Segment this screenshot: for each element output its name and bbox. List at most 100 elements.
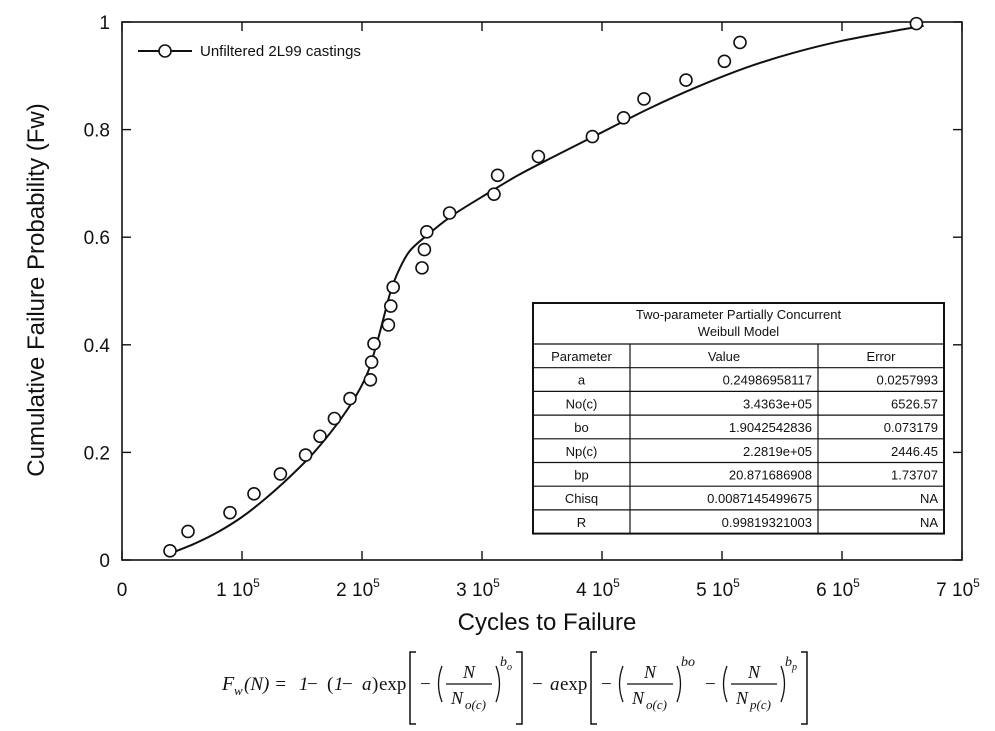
data-point: [381, 318, 396, 332]
table-value-cell: 20.871686908: [729, 468, 812, 483]
data-point: [616, 110, 631, 125]
data-point: [364, 355, 379, 369]
fraction-numerator: N: [462, 662, 476, 682]
formula-exp: exp: [379, 674, 406, 695]
legend-marker: [158, 44, 172, 58]
parameter-table: Two-parameter Partially Concurrent Weibul…: [532, 302, 945, 535]
x-tick-label: 6 105: [816, 576, 860, 601]
table-border: [532, 302, 945, 535]
data-point: [298, 448, 313, 462]
y-tick-label: 0.8: [84, 121, 110, 142]
formula-minus: −: [342, 674, 353, 695]
table-error-cell: NA: [920, 515, 938, 530]
bracket-left: [409, 651, 416, 725]
table-param-cell: Np(c): [566, 444, 598, 459]
formula-one: 1: [299, 674, 309, 695]
x-tick-exponent: 5: [493, 576, 500, 590]
formula-lhs: F: [221, 673, 235, 695]
data-point: [909, 16, 924, 31]
fraction-denominator: N: [735, 688, 749, 708]
data-point: [273, 467, 288, 481]
x-tick-mantissa: 4 10: [576, 580, 613, 601]
x-tick-label: 3 105: [456, 576, 500, 601]
data-point: [383, 299, 398, 313]
x-tick-label: 7 105: [936, 576, 980, 601]
table-param-cell: bo: [574, 420, 588, 435]
paren-left: [618, 665, 624, 703]
data-point: [419, 225, 434, 239]
x-tick-exponent: 5: [853, 576, 860, 590]
table-value-cell: 2.2819e+05: [743, 444, 812, 459]
table-header-cell: Error: [867, 349, 897, 364]
x-tick-exponent: 5: [613, 576, 620, 590]
bracket-right: [516, 651, 523, 725]
formula-exponent-b: b: [785, 655, 792, 670]
y-tick-label: 0: [99, 551, 110, 572]
data-point: [733, 35, 747, 50]
paren-right: [676, 665, 682, 703]
y-tick-label: 0.2: [84, 443, 110, 464]
formula-neg: −: [420, 674, 431, 695]
legend-label: Unfiltered 2L99 castings: [200, 43, 361, 60]
formula-exponent-sub: o: [507, 662, 512, 673]
fraction-denominator-sub: o(c): [465, 697, 486, 712]
x-tick-mantissa: 3 10: [456, 580, 493, 601]
x-tick-mantissa: 7 10: [936, 580, 973, 601]
x-tick-label: 0: [117, 580, 128, 601]
data-point: [417, 242, 432, 257]
data-point: [163, 544, 177, 558]
x-tick-label: 2 105: [336, 576, 380, 601]
formula-minus: −: [307, 674, 318, 695]
y-axis-title: Cumulative Failure Probability (Fw): [23, 103, 50, 476]
formula-one: 1: [334, 674, 344, 695]
data-point: [487, 187, 501, 201]
formula-neg: −: [601, 674, 612, 695]
y-tick-label: 1: [99, 13, 110, 34]
data-point: [490, 168, 505, 183]
table-param-cell: Chisq: [565, 491, 598, 506]
x-tick-exponent: 5: [733, 576, 740, 590]
x-tick-mantissa: 6 10: [816, 580, 853, 601]
data-point: [637, 92, 651, 106]
table-value-cell: 1.9042542836: [729, 420, 812, 435]
table-title-line1: Two-parameter Partially Concurrent: [636, 307, 842, 322]
data-point: [343, 391, 357, 406]
table-header-cell: Parameter: [551, 349, 612, 364]
weibull-fit-curve: [169, 24, 924, 555]
data-point: [415, 261, 429, 275]
x-tick-exponent: 5: [253, 576, 260, 590]
fraction-denominator: N: [631, 688, 645, 708]
data-point: [679, 73, 693, 87]
table-error-cell: 2446.45: [891, 444, 938, 459]
data-point: [585, 129, 600, 144]
data-point: [717, 54, 732, 69]
paren-right: [495, 665, 501, 703]
table-value-cell: 0.99819321003: [722, 515, 812, 530]
x-tick-exponent: 5: [973, 576, 980, 590]
formula-exponent-sub: p: [791, 662, 797, 673]
formula-paren: ): [372, 674, 378, 695]
data-points: [163, 16, 924, 558]
data-point: [223, 505, 237, 520]
x-tick-mantissa: 5 10: [696, 580, 733, 601]
paren-right: [780, 665, 786, 703]
formula-lhs-sub: w: [234, 683, 243, 698]
paren-left: [437, 665, 443, 703]
table-value-cell: 0.24986958117: [723, 373, 812, 388]
table-error-cell: 0.0257993: [877, 373, 938, 388]
x-tick-label: 1 105: [216, 576, 260, 601]
table-title-line2: Weibull Model: [698, 324, 780, 339]
table-param-cell: bp: [574, 468, 588, 483]
table-param-cell: a: [578, 373, 586, 388]
fraction-denominator-sub: p(c): [749, 697, 771, 712]
y-axis-ticks: 0 0.2 0.4 0.6 0.8 1: [84, 13, 962, 572]
data-point: [442, 206, 457, 220]
x-tick-mantissa: 1 10: [216, 580, 253, 601]
formula-a: a: [550, 674, 560, 695]
table-param-cell: No(c): [566, 396, 598, 411]
paren-left: [722, 665, 728, 703]
plot-frame: [121, 21, 963, 561]
data-point: [247, 487, 261, 501]
